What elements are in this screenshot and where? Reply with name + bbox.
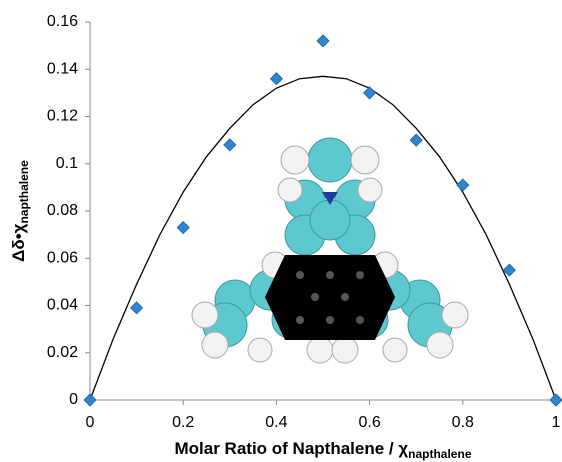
- x-axis-label: Molar Ratio of Napthalene / χnapthalene: [174, 439, 471, 461]
- data-point: [457, 179, 469, 191]
- y-tick-label: 0.14: [47, 60, 78, 77]
- y-tick-label: 0.06: [47, 249, 78, 266]
- data-point: [410, 134, 422, 146]
- x-label-sub: napthalene: [408, 447, 472, 461]
- y-tick-label: 0.1: [56, 155, 78, 172]
- data-point: [224, 139, 236, 151]
- data-point: [317, 35, 329, 47]
- x-tick-label: 0: [86, 414, 95, 431]
- x-tick-label: 0.4: [265, 414, 287, 431]
- x-tick-label: 0.2: [172, 414, 194, 431]
- data-point: [177, 222, 189, 234]
- chart: Molar Ratio of Napthalene / χnapthalene …: [0, 0, 562, 462]
- y-label-sub: napthalene: [17, 160, 31, 224]
- data-point: [364, 87, 376, 99]
- y-axis-label: Δδ•χnapthalene: [9, 160, 31, 262]
- x-label-main: Molar Ratio of Napthalene / χ: [174, 439, 408, 458]
- y-label-main: Δδ•χ: [9, 223, 28, 261]
- y-tick-label: 0: [69, 391, 78, 408]
- data-point: [550, 394, 562, 406]
- molecule-inset: [192, 138, 468, 363]
- data-point: [131, 302, 143, 314]
- y-tick-label: 0.02: [47, 344, 78, 361]
- x-tick-label: 0.8: [452, 414, 474, 431]
- y-tick-label: 0.12: [47, 108, 78, 125]
- x-tick-label: 1: [552, 414, 561, 431]
- y-tick-label: 0.08: [47, 202, 78, 219]
- x-tick-label: 0.6: [358, 414, 380, 431]
- data-point: [84, 394, 96, 406]
- data-point: [270, 73, 282, 85]
- y-tick-label: 0.16: [47, 13, 78, 30]
- page: Molar Ratio of Napthalene / χnapthalene …: [0, 0, 562, 462]
- y-tick-label: 0.04: [47, 297, 78, 314]
